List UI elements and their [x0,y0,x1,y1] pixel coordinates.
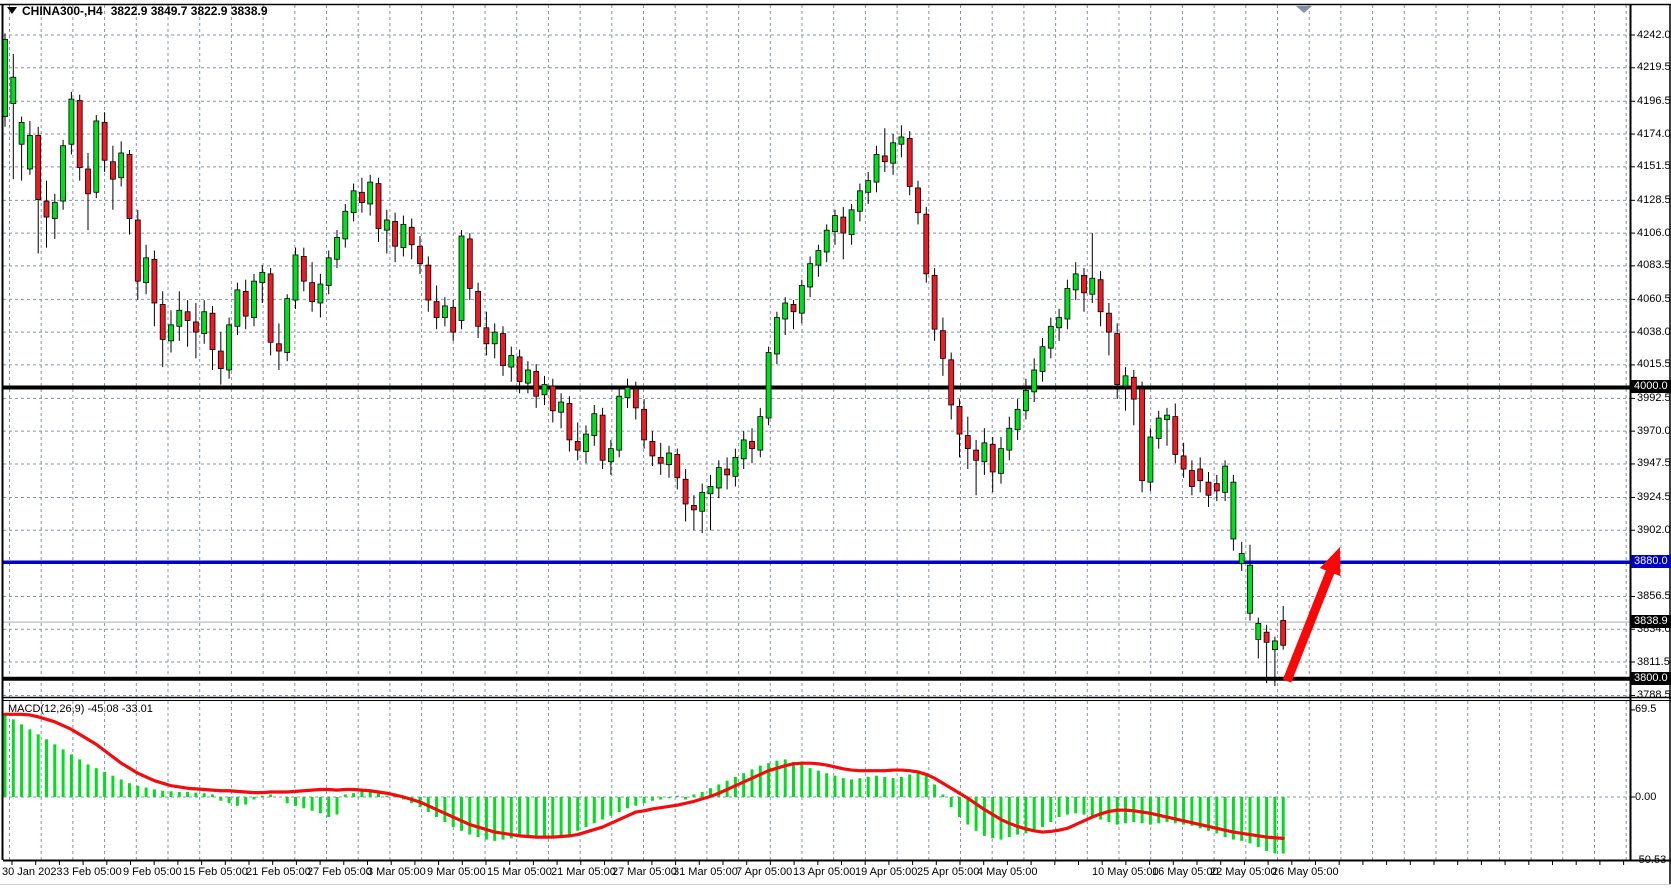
time-axis-label: 15 Mar 05:00 [487,866,552,878]
price-axis-label: 4174.0 [1637,127,1671,140]
price-badge: 4000.0 [1631,380,1671,394]
symbol-dropdown-icon[interactable] [7,7,17,14]
price-axis-label: 3788.5 [1637,689,1671,702]
symbol-period-label: CHINA300-,H4 [22,4,103,18]
time-axis-label: 10 May 05:00 [1092,866,1159,878]
price-axis-label: 3902.0 [1637,523,1671,536]
price-axis-label: 4015.5 [1637,358,1671,371]
time-axis-label: 22 May 05:00 [1210,866,1277,878]
ohlc-values: 3822.9 3849.7 3822.9 3838.9 [110,4,268,18]
macd-axis-label: 0.00 [1635,790,1657,803]
price-badge: 3800.0 [1631,671,1671,685]
price-axis-label: 4196.5 [1637,94,1671,107]
price-axis-label: 4038.0 [1637,325,1671,338]
time-axis-label: 7 Apr 05:00 [736,866,793,878]
shift-marker-icon [1296,6,1312,13]
chart-frame [0,3,1671,885]
trend-arrow-annotation[interactable] [1282,547,1341,683]
time-axis-label: 30 Jan 2023 [2,866,63,878]
time-axis-label: 13 Apr 05:00 [793,866,856,878]
time-axis-label: 4 May 05:00 [977,866,1038,878]
price-axis-label: 3970.0 [1637,424,1671,437]
chart-title: CHINA300-,H4 3822.9 3849.7 3822.9 3838.9 [22,4,268,18]
macd-indicator-label: MACD(12,26,9) -45.08 -33.01 [8,703,153,715]
price-axis-label: 3856.5 [1637,589,1671,602]
time-axis-label: 9 Mar 05:00 [427,866,486,878]
price-axis-label: 4151.5 [1637,160,1671,173]
price-axis-label: 4083.5 [1637,259,1671,272]
price-axis-label: 3811.5 [1637,655,1670,668]
macd-signal-line [3,712,1285,840]
price-axis-label: 4242.0 [1637,28,1671,41]
price-axis-label: 3947.5 [1637,457,1671,470]
time-axis-label: 31 Mar 05:00 [673,866,738,878]
time-axis-label: 19 Apr 05:00 [855,866,918,878]
time-axis-label: 27 Feb 05:00 [307,866,372,878]
time-axis-label: 15 Feb 05:00 [183,866,248,878]
macd-axis-label: -50.53 [1635,853,1667,866]
time-axis-label: 21 Mar 05:00 [551,866,616,878]
macd-indicator [3,712,1285,854]
time-axis-label: 16 May 05:00 [1152,866,1219,878]
time-axis-label: 26 May 05:00 [1272,866,1339,878]
price-badge: 3838.9 [1631,615,1671,629]
price-axis-label: 4219.5 [1637,61,1671,74]
level-lines [3,385,1630,681]
time-axis-label: 25 Apr 05:00 [917,866,980,878]
time-axis-label: 3 Mar 05:00 [367,866,426,878]
time-axis-label: 21 Feb 05:00 [246,866,311,878]
price-axis-label: 4128.5 [1637,193,1671,206]
time-axis-label: 3 Feb 05:00 [63,866,122,878]
axis-ticks [11,34,1635,865]
price-axis-label: 4060.5 [1637,292,1671,305]
time-axis-label: 27 Mar 05:00 [612,866,677,878]
time-axis-label: 9 Feb 05:00 [123,866,182,878]
macd-axis-label: 69.5 [1635,703,1657,716]
price-axis-label: 3992.5 [1637,391,1671,404]
price-badge: 3880.0 [1631,555,1671,569]
grid-lines [3,5,1630,860]
price-axis-label: 4106.0 [1637,226,1671,239]
candlesticks [2,33,1287,687]
price-axis-label: 3924.5 [1637,490,1671,503]
